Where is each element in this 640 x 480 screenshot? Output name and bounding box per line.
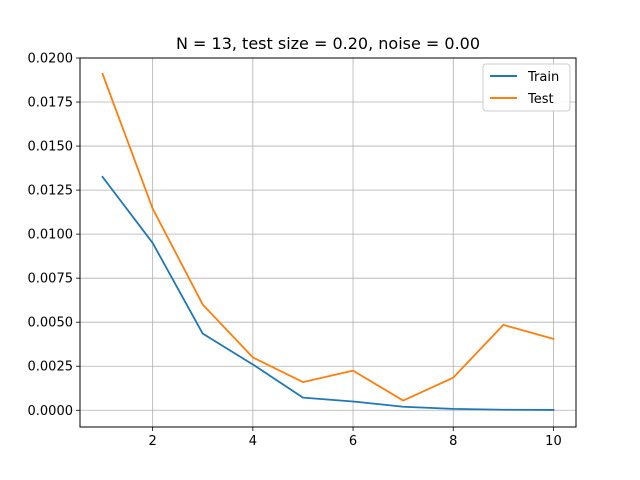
chart-title: N = 13, test size = 0.20, noise = 0.00 [176, 34, 480, 53]
y-tick-label: 0.0150 [28, 140, 74, 155]
plot-area [80, 58, 576, 427]
series-lines [101, 72, 555, 411]
x-tick-label: 6 [349, 434, 357, 449]
y-tick-label: 0.0025 [28, 360, 74, 375]
series-line-train [101, 175, 555, 411]
x-tick-label: 2 [149, 434, 157, 449]
y-tick-label: 0.0125 [28, 184, 74, 199]
legend-label-test: Test [527, 92, 554, 107]
plot-frame [79, 57, 577, 428]
x-tick-label: 4 [249, 434, 257, 449]
y-tick-label: 0.0000 [28, 404, 74, 419]
y-tick-label: 0.0200 [28, 52, 74, 67]
legend-label-train: Train [527, 70, 559, 85]
y-tick-label: 0.0075 [28, 272, 74, 287]
y-tick-label: 0.0175 [28, 96, 74, 111]
series-line-test [101, 72, 555, 402]
y-tick-label: 0.0050 [28, 316, 74, 331]
y-tick-label: 0.0100 [28, 228, 74, 243]
legend: Train Test [482, 63, 571, 112]
axis-ticks: 2 4 6 8 10 0.0000 0.0025 0.0050 0.0075 0.0100 0.01… [28, 52, 562, 450]
x-tick-label: 8 [449, 434, 457, 449]
x-tick-label: 10 [545, 434, 562, 449]
